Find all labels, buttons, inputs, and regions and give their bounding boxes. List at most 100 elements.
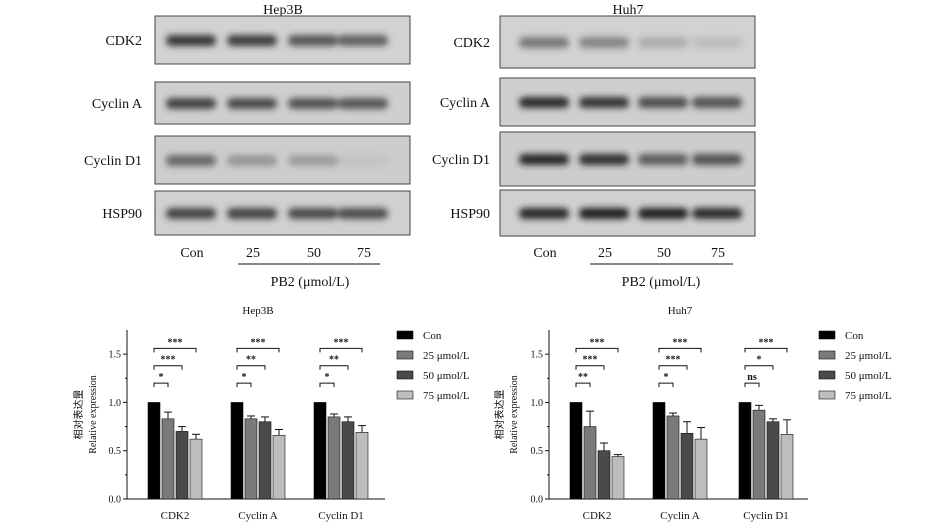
blot-band xyxy=(692,37,742,48)
western-blot-hep3b: Hep3B CDK2 Cyclin A Cyclin D1 HSP90 Con 25 50 75… xyxy=(84,3,411,290)
y-tick-label: 0.5 xyxy=(109,446,122,457)
blot-band xyxy=(638,154,688,165)
chart-title: Huh7 xyxy=(668,305,693,317)
bar xyxy=(752,409,766,500)
blot-protein-label: Cyclin D1 xyxy=(432,153,490,168)
bracket-line xyxy=(658,347,702,353)
bar xyxy=(738,402,752,500)
bar xyxy=(680,433,694,500)
significance-marker: *** xyxy=(666,355,681,366)
significance-marker: * xyxy=(325,372,330,383)
blot-protein-label: Cyclin A xyxy=(440,96,491,111)
blot-band xyxy=(579,154,629,165)
blot-band xyxy=(166,155,216,166)
significance-bracket: * xyxy=(236,372,252,388)
bracket-line xyxy=(575,382,591,388)
significance-marker: ** xyxy=(578,372,588,383)
bracket-line xyxy=(319,365,349,370)
lane-label: 50 xyxy=(307,246,321,261)
bar xyxy=(694,438,708,500)
legend-label: Con xyxy=(423,330,442,342)
x-category-label: Cyclin D1 xyxy=(318,510,364,522)
significance-bracket: *** xyxy=(153,337,197,353)
legend-label: 75 μmol/L xyxy=(423,390,470,402)
significance-bracket: ns xyxy=(744,372,760,388)
blot-protein-label: Cyclin A xyxy=(92,97,143,112)
blot-band xyxy=(227,208,277,219)
bar xyxy=(611,456,625,500)
blot-band xyxy=(338,208,388,219)
bar-group: Cyclin A******* xyxy=(652,337,708,522)
blot-bands xyxy=(519,208,742,219)
bar xyxy=(355,432,369,500)
blot-band xyxy=(288,35,338,46)
significance-bracket: * xyxy=(153,372,169,388)
legend-swatch xyxy=(396,390,414,400)
blot-band xyxy=(338,155,388,166)
blot-band xyxy=(227,35,277,46)
y-tick-label: 1.5 xyxy=(531,350,544,361)
bracket-line xyxy=(575,365,605,370)
significance-bracket: *** xyxy=(236,337,280,353)
significance-marker: *** xyxy=(673,337,688,348)
bracket-line xyxy=(236,382,252,388)
bar xyxy=(652,402,666,500)
blot-band xyxy=(692,154,742,165)
legend-swatch xyxy=(818,390,836,400)
blot-bands xyxy=(166,98,388,109)
x-category-label: CDK2 xyxy=(583,510,612,522)
significance-bracket: *** xyxy=(575,337,619,353)
bar-group: Cyclin A****** xyxy=(230,337,286,522)
bar xyxy=(341,421,355,500)
x-category-label: Cyclin A xyxy=(238,510,277,522)
bar xyxy=(583,426,597,500)
bar xyxy=(780,433,794,500)
significance-bracket: *** xyxy=(658,337,702,353)
significance-bracket: ** xyxy=(319,355,349,370)
significance-bracket: *** xyxy=(319,337,363,353)
bracket-line xyxy=(236,365,266,370)
blot-band xyxy=(692,208,742,219)
bar xyxy=(175,431,189,500)
lane-label: Con xyxy=(533,246,556,261)
significance-bracket: ** xyxy=(236,355,266,370)
legend-label: 25 μmol/L xyxy=(845,350,892,362)
bar xyxy=(189,438,203,500)
significance-marker: ** xyxy=(246,355,256,366)
significance-marker: *** xyxy=(168,337,183,348)
significance-marker: * xyxy=(159,372,164,383)
western-blot-huh7: Huh7 CDK2 Cyclin A Cyclin D1 HSP90 Con 25 50 75 P… xyxy=(432,3,756,290)
bracket-line xyxy=(236,347,280,353)
blot-band xyxy=(288,98,338,109)
significance-bracket: *** xyxy=(744,337,788,353)
significance-marker: *** xyxy=(590,337,605,348)
blot-band xyxy=(692,97,742,108)
legend-swatch xyxy=(818,330,836,340)
significance-marker: * xyxy=(664,372,669,383)
blot-protein-label: CDK2 xyxy=(105,34,142,49)
lane-label: 50 xyxy=(657,246,671,261)
y-axis-label: 相对表达量 xyxy=(493,390,506,440)
blot-band xyxy=(519,208,569,219)
bar xyxy=(597,450,611,500)
bar xyxy=(766,421,780,500)
blot-band xyxy=(338,98,388,109)
bar xyxy=(230,402,244,500)
legend-swatch xyxy=(396,370,414,380)
blot-band xyxy=(638,97,688,108)
legend-label: 50 μmol/L xyxy=(845,370,892,382)
significance-bracket: *** xyxy=(153,355,183,370)
bar xyxy=(569,402,583,500)
y-tick-label: 0.0 xyxy=(109,495,122,506)
bar xyxy=(666,415,680,500)
blot-band xyxy=(579,37,629,48)
significance-bracket: * xyxy=(319,372,335,388)
legend-swatch xyxy=(396,350,414,360)
bar-chart-hep3b: Hep3B 0.0 0.5 1.0 1.5 相对表达量 Relative expressio… xyxy=(72,305,470,522)
blot-band xyxy=(579,97,629,108)
y-tick-label: 0.5 xyxy=(531,446,544,457)
blot-title: Huh7 xyxy=(612,3,643,18)
significance-marker: ns xyxy=(747,372,757,383)
blot-protein-label: Cyclin D1 xyxy=(84,154,142,169)
blot-band xyxy=(638,37,688,48)
